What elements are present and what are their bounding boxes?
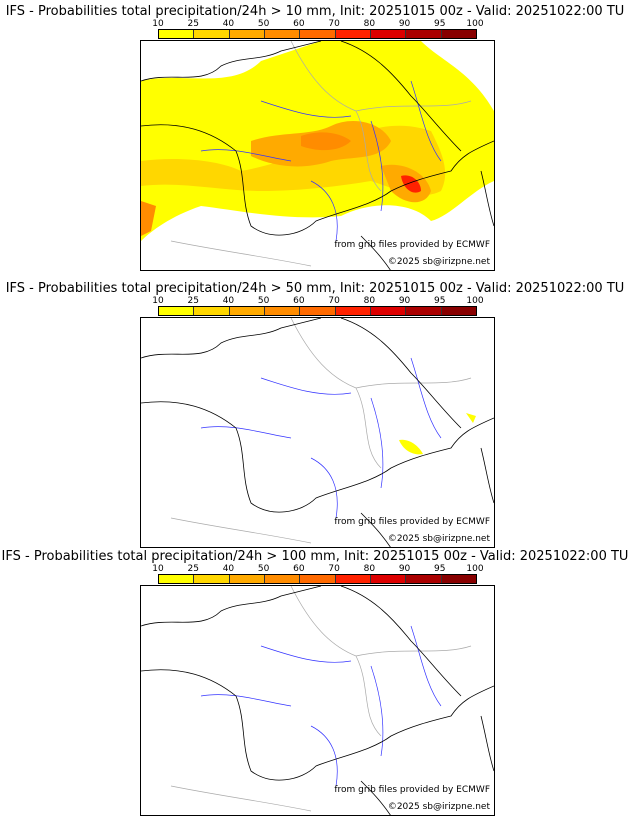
map-graphic [141, 41, 494, 270]
map-panel: IFS - Probabilities total precipitation/… [0, 277, 630, 548]
colorbar-tick: 80 [363, 564, 376, 574]
colorbar-swatch [229, 30, 265, 38]
colorbar-swatch [335, 575, 371, 583]
source-credit: from grib files provided by ECMWF [334, 517, 490, 527]
colorbar-tick: 70 [328, 296, 340, 306]
colorbar-swatch [194, 307, 230, 315]
colorbar-tick: 60 [293, 296, 305, 306]
colorbar-tick: 90 [398, 296, 411, 306]
colorbar-tick: 90 [398, 564, 411, 574]
panel-title: IFS - Probabilities total precipitation/… [5, 281, 625, 296]
colorbar-swatch [406, 575, 442, 583]
colorbar-ticks: 10 25 40 50 60 70 80 90 95 100 [152, 19, 483, 29]
colorbar-tick: 70 [328, 564, 340, 574]
copyright: ©2025 sb@irizpne.net [387, 257, 490, 267]
precipitation-map: from grib files provided by ECMWF ©2025 … [140, 585, 495, 816]
colorbar-tick: 25 [187, 296, 199, 306]
map-graphic [141, 318, 494, 547]
colorbar-swatch [300, 575, 336, 583]
colorbar-tick: 100 [466, 564, 484, 574]
colorbar-tick: 50 [257, 564, 270, 574]
colorbar-swatch [370, 575, 407, 583]
colorbar-swatch [159, 307, 195, 315]
colorbar-tick: 50 [257, 296, 270, 306]
colorbar-swatch [300, 307, 336, 315]
colorbar-tick: 80 [363, 296, 376, 306]
colorbar-tick: 70 [328, 19, 340, 29]
colorbar-tick: 40 [222, 19, 235, 29]
map-panel: IFS - Probabilities total precipitation/… [0, 545, 630, 816]
colorbar [158, 29, 477, 39]
colorbar-swatch [441, 30, 476, 38]
colorbar-swatch [194, 30, 230, 38]
colorbar-ticks: 10 25 40 50 60 70 80 90 95 100 [152, 296, 483, 306]
colorbar-swatch [264, 575, 301, 583]
colorbar-swatch [300, 30, 336, 38]
colorbar [158, 574, 477, 584]
colorbar-tick: 100 [466, 19, 484, 29]
map-panel: IFS - Probabilities total precipitation/… [0, 0, 630, 271]
colorbar-swatch [229, 575, 265, 583]
colorbar-tick: 80 [363, 19, 376, 29]
colorbar-tick: 90 [398, 19, 411, 29]
colorbar-swatch [264, 30, 301, 38]
source-credit: from grib files provided by ECMWF [334, 785, 490, 795]
colorbar-swatch [159, 30, 195, 38]
colorbar-swatch [335, 30, 371, 38]
source-credit: from grib files provided by ECMWF [334, 240, 490, 250]
colorbar-swatch [264, 307, 301, 315]
colorbar-tick: 95 [434, 19, 446, 29]
colorbar-tick: 60 [293, 19, 305, 29]
colorbar-swatch [370, 30, 407, 38]
colorbar [158, 306, 477, 316]
colorbar-ticks: 10 25 40 50 60 70 80 90 95 100 [152, 564, 483, 574]
colorbar-swatch [370, 307, 407, 315]
colorbar-tick: 25 [187, 564, 199, 574]
colorbar-swatch [441, 575, 476, 583]
colorbar-swatch [335, 307, 371, 315]
colorbar-tick: 60 [293, 564, 305, 574]
colorbar-tick: 10 [152, 296, 164, 306]
colorbar-tick: 10 [152, 19, 164, 29]
precipitation-map: from grib files provided by ECMWF ©2025 … [140, 317, 495, 548]
colorbar-tick: 40 [222, 564, 235, 574]
colorbar-tick: 25 [187, 19, 199, 29]
colorbar-swatch [406, 30, 442, 38]
colorbar-tick: 10 [152, 564, 164, 574]
precipitation-map: from grib files provided by ECMWF ©2025 … [140, 40, 495, 271]
colorbar-tick: 95 [434, 296, 446, 306]
map-graphic [141, 586, 494, 815]
colorbar-tick: 40 [222, 296, 235, 306]
colorbar-swatch [229, 307, 265, 315]
colorbar-swatch [159, 575, 195, 583]
colorbar-tick: 95 [434, 564, 446, 574]
colorbar-swatch [406, 307, 442, 315]
colorbar-tick: 50 [257, 19, 270, 29]
copyright: ©2025 sb@irizpne.net [387, 802, 490, 812]
colorbar-swatch [441, 307, 476, 315]
copyright: ©2025 sb@irizpne.net [387, 534, 490, 544]
panel-title: IFS - Probabilities total precipitation/… [5, 4, 625, 19]
colorbar-swatch [194, 575, 230, 583]
colorbar-tick: 100 [466, 296, 484, 306]
panel-title: IFS - Probabilities total precipitation/… [1, 549, 629, 564]
